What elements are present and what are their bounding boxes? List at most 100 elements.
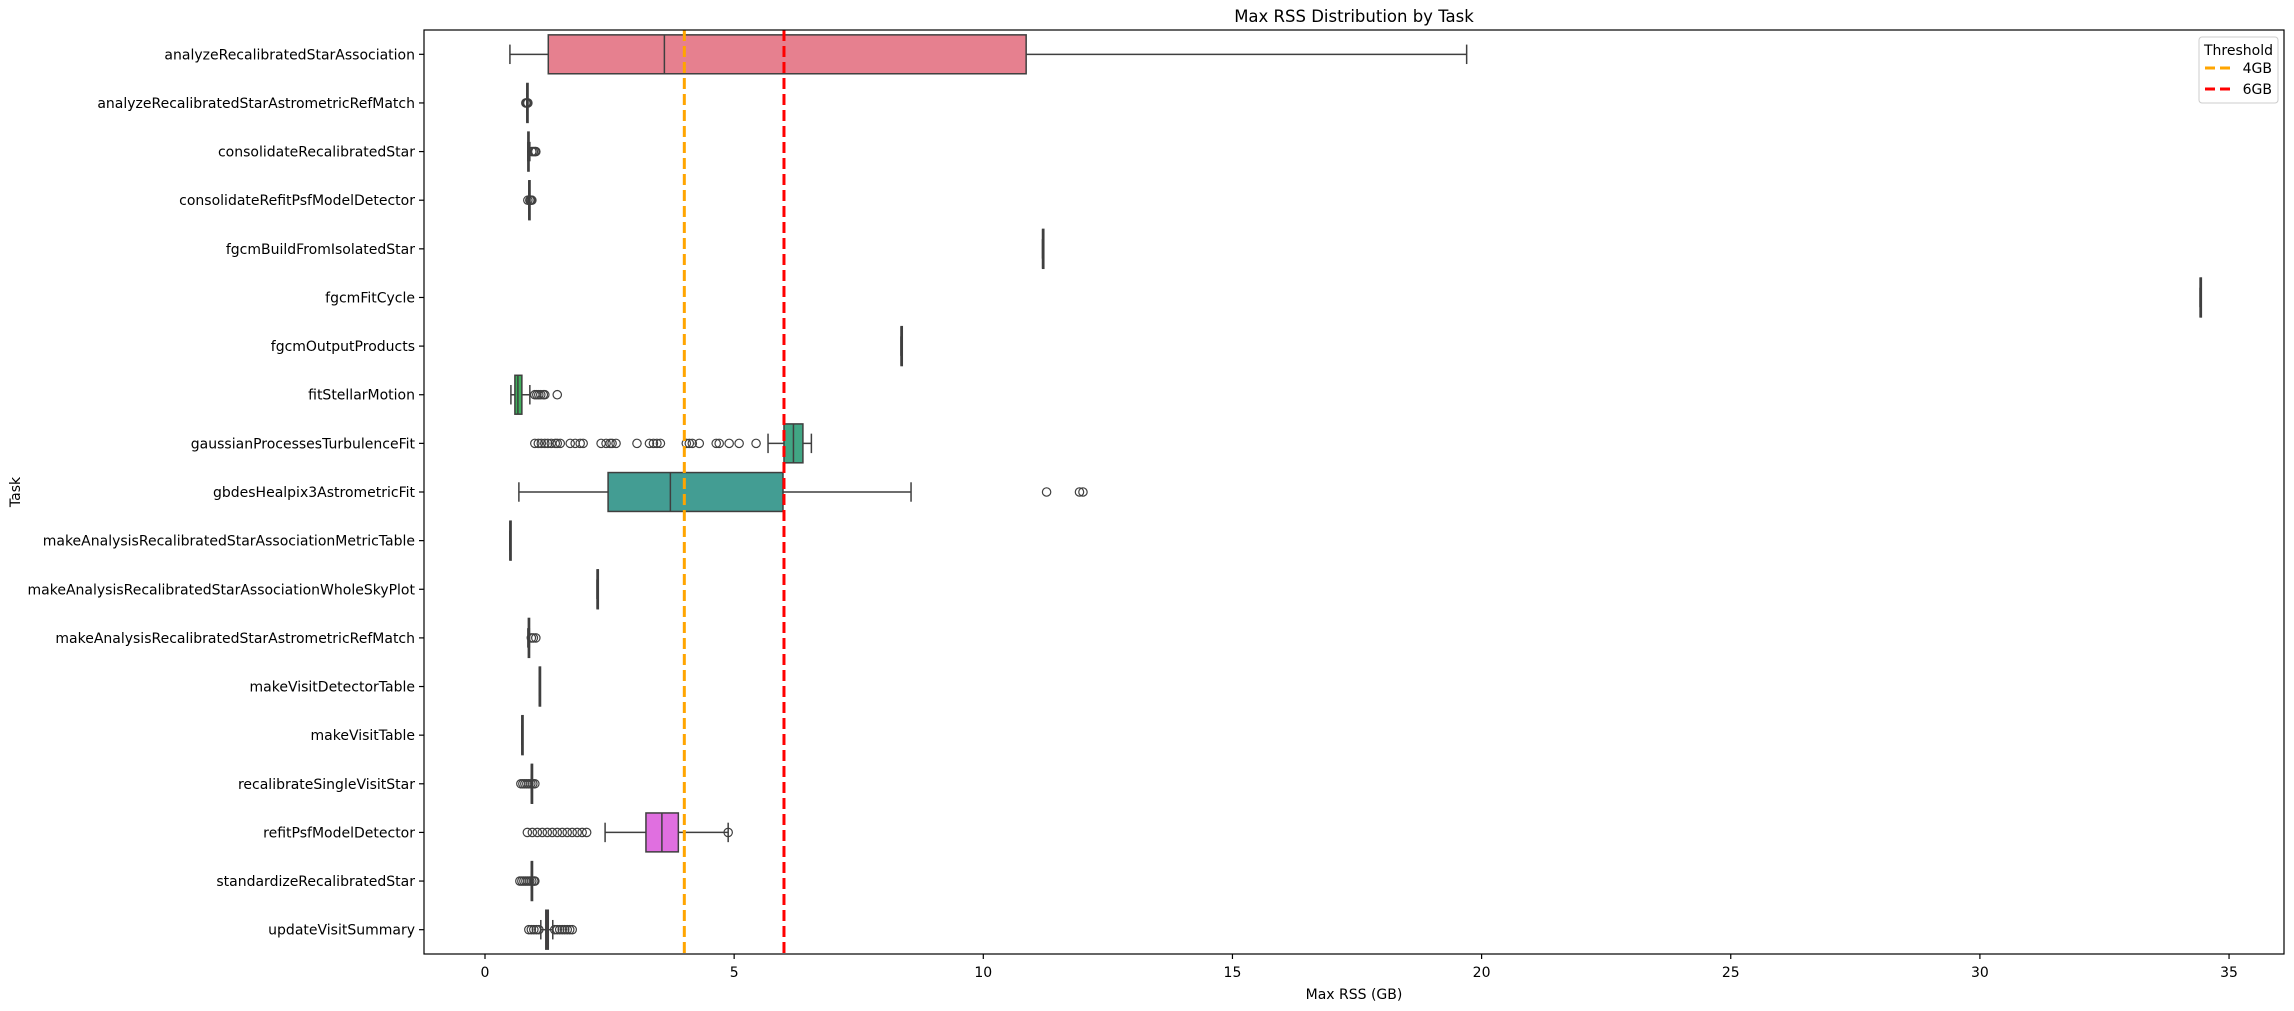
y-tick-label: makeAnalysisRecalibratedStarAssociationW… <box>28 582 416 598</box>
box-makeAnalysisRecalibratedStarAssociationMetricTable <box>509 520 512 561</box>
outlier-point <box>528 633 539 643</box>
box-makeVisitTable <box>521 714 524 756</box>
outlier-point <box>531 146 541 157</box>
outlier-point <box>532 827 543 838</box>
x-axis-ticks: 0 5 10 15 20 25 30 35 <box>481 954 2238 981</box>
outlier-point <box>567 827 578 838</box>
y-tick-label: makeAnalysisRecalibratedStarAssociationM… <box>43 534 415 550</box>
x-tick-label: 30 <box>1971 965 1989 981</box>
outlier-point <box>562 827 573 838</box>
x-tick-label: 25 <box>1722 965 1740 981</box>
legend-label: 4GB <box>2243 61 2272 77</box>
x-tick-label: 0 <box>481 965 490 981</box>
outlier-point <box>531 924 542 935</box>
iqr-box <box>547 34 1027 75</box>
box-standardizeRecalibratedStar <box>515 860 540 902</box>
legend-title: Threshold <box>2203 43 2273 59</box>
outlier-point <box>552 438 563 449</box>
x-tick-label: 10 <box>974 965 992 981</box>
outlier-point <box>751 438 761 449</box>
outlier-point <box>554 924 565 935</box>
outlier-point <box>714 438 725 449</box>
x-tick-label: 5 <box>730 965 739 981</box>
x-axis-label: Max RSS (GB) <box>1306 987 1403 1003</box>
outlier-point <box>611 438 621 449</box>
outlier-point <box>557 827 568 838</box>
outlier-point <box>644 438 655 449</box>
outlier-point <box>684 438 695 449</box>
y-tick-label: makeAnalysisRecalibratedStarAstrometricR… <box>55 631 415 647</box>
box-refitPsfModelDetector <box>522 812 733 853</box>
iqr-box <box>607 471 784 513</box>
outlier-point <box>549 924 560 935</box>
y-tick-label: updateVisitSummary <box>268 923 415 939</box>
x-tick-label: 15 <box>1224 965 1242 981</box>
box-consolidateRecalibratedStar <box>527 131 541 172</box>
y-tick-label: consolidateRefitPsfModelDetector <box>179 193 415 209</box>
outlier-point <box>1041 487 1052 497</box>
outlier-point <box>575 438 585 449</box>
outlier-point <box>542 827 553 838</box>
box-fgcmOutputProducts <box>900 325 904 367</box>
outlier-point <box>530 778 540 789</box>
outlier-point <box>655 438 666 449</box>
box-fitStellarMotion <box>510 374 563 415</box>
box-makeAnalysisRecalibratedStarAstrometricRefMatch <box>526 617 541 659</box>
outlier-point <box>559 924 570 935</box>
y-tick-label: makeVisitDetectorTable <box>250 680 415 696</box>
y-axis-label: Task <box>8 476 24 508</box>
outlier-point <box>648 438 659 449</box>
outlier-point <box>694 438 705 449</box>
y-tick-label: refitPsfModelDetector <box>263 825 415 841</box>
box-consolidateRefitPsfModelDetector <box>523 180 537 221</box>
outlier-point <box>530 438 540 449</box>
outlier-point <box>539 389 550 400</box>
outlier-point <box>567 924 578 935</box>
outlier-point <box>681 438 692 449</box>
outlier-point <box>527 195 537 206</box>
box-makeAnalysisRecalibratedStarAssociationWholeSkyPlot <box>596 569 600 610</box>
box-gaussianProcessesTurbulenceFit <box>530 423 813 464</box>
outlier-point <box>531 633 541 643</box>
outlier-point <box>547 827 558 838</box>
outlier-point <box>533 438 544 449</box>
outlier-point <box>565 438 576 449</box>
y-tick-label: gaussianProcessesTurbulenceFit <box>191 436 416 452</box>
outlier-point <box>522 827 533 838</box>
outlier-point <box>711 438 722 449</box>
legend-box <box>2198 36 2279 104</box>
y-tick-label: fgcmFitCycle <box>325 290 415 306</box>
outlier-point <box>557 924 568 935</box>
outlier-point <box>536 438 547 449</box>
legend-label: 6GB <box>2243 82 2272 98</box>
outlier-point <box>652 438 662 449</box>
outlier-point <box>596 438 606 449</box>
y-tick-label: recalibrateSingleVisitStar <box>238 777 415 793</box>
outlier-point <box>687 438 698 449</box>
y-tick-label: makeVisitTable <box>311 728 415 744</box>
outlier-point <box>539 438 550 449</box>
box-analyzeRecalibratedStarAstrometricRefMatch <box>521 82 533 124</box>
y-tick-label: fgcmOutputProducts <box>271 339 415 355</box>
outlier-point <box>570 438 580 449</box>
outlier-point <box>607 438 617 449</box>
y-tick-label: fitStellarMotion <box>308 388 415 404</box>
outlier-point <box>632 438 642 449</box>
box-makeVisitDetectorTable <box>538 666 542 707</box>
legend-entry-6GB: 6GB <box>2205 82 2272 98</box>
chart-title: Max RSS Distribution by Task <box>1234 7 1474 26</box>
outlier-point <box>564 924 575 935</box>
box-fgcmBuildFromIsolatedStar <box>1041 228 1045 270</box>
y-tick-label: standardizeRecalibratedStar <box>216 874 415 890</box>
y-tick-label: gbdesHealpix3AstrometricFit <box>213 485 416 501</box>
outlier-point <box>562 924 573 935</box>
x-tick-label: 35 <box>2220 965 2238 981</box>
y-tick-label: analyzeRecalibratedStarAssociation <box>164 47 415 63</box>
outlier-point <box>555 438 566 449</box>
box-fgcmFitCycle <box>2199 277 2203 318</box>
outlier-point <box>530 876 540 886</box>
y-tick-label: analyzeRecalibratedStarAstrometricRefMat… <box>97 96 415 112</box>
outlier-point <box>527 827 538 838</box>
